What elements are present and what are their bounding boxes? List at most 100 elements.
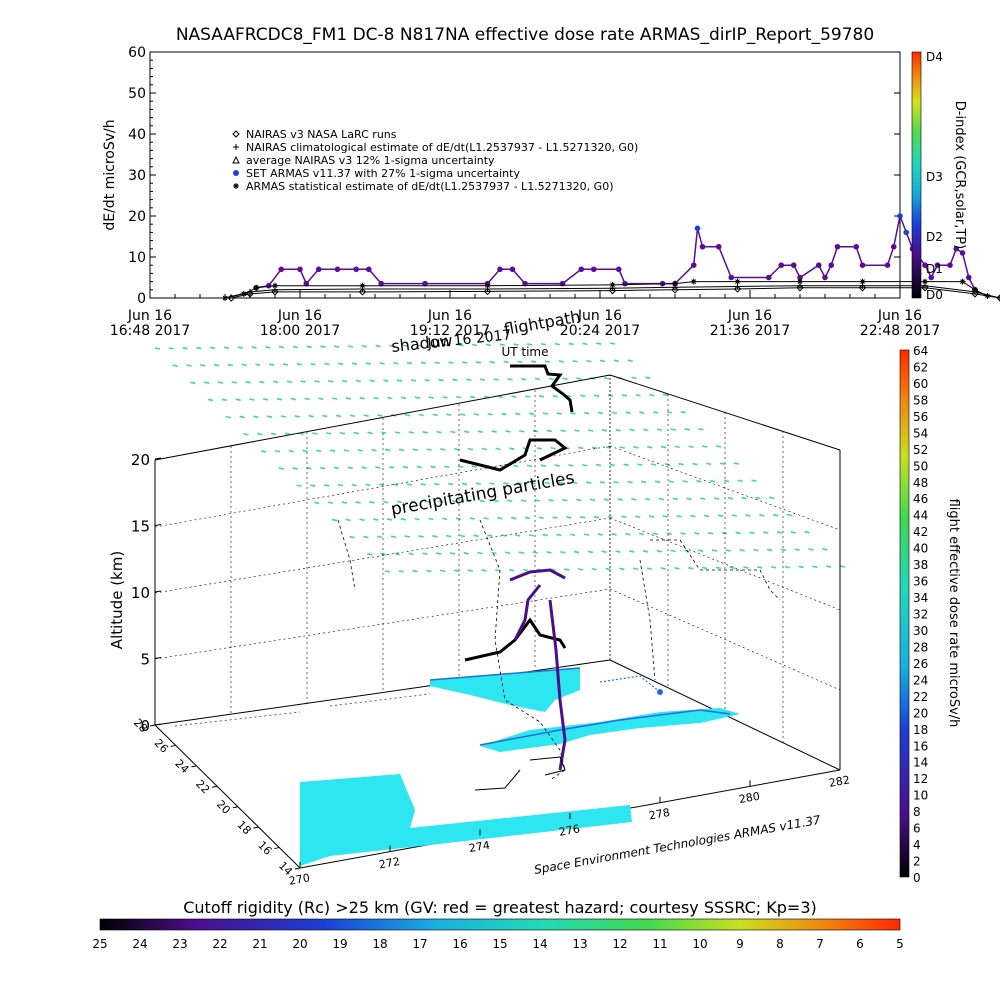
y-tick-label: 40 bbox=[128, 127, 146, 143]
lat-tick-label: 26 bbox=[152, 736, 171, 755]
colorbar-tick-label: 10 bbox=[913, 789, 928, 803]
particle-arrow bbox=[601, 429, 608, 432]
particle-arrow bbox=[587, 550, 594, 554]
particle-arrow bbox=[402, 465, 409, 469]
particle-arrow bbox=[576, 377, 582, 380]
particle-arrow bbox=[272, 380, 279, 384]
particle-arrow bbox=[380, 552, 387, 556]
particle-arrow bbox=[450, 430, 456, 434]
particle-arrow bbox=[554, 464, 560, 467]
particle-arrow bbox=[276, 397, 283, 401]
particle-arrow bbox=[501, 412, 507, 416]
particle-arrow bbox=[688, 445, 694, 449]
y-tick-label: 60 bbox=[128, 45, 146, 61]
particle-arrow bbox=[487, 412, 493, 416]
particle-arrow bbox=[605, 567, 611, 571]
particle-arrow bbox=[306, 345, 312, 349]
cutoff-rigidity-label: 7 bbox=[816, 937, 824, 951]
particle-arrow bbox=[556, 533, 562, 537]
data-point bbox=[334, 266, 341, 273]
data-point bbox=[694, 225, 701, 232]
particle-arrow bbox=[641, 480, 647, 484]
particle-arrow bbox=[347, 345, 354, 348]
particle-arrow bbox=[465, 499, 472, 503]
particle-arrow bbox=[654, 480, 661, 484]
particle-arrow bbox=[812, 565, 818, 569]
particle-arrow bbox=[355, 501, 361, 504]
particle-arrow bbox=[369, 379, 375, 383]
particle-arrow bbox=[536, 447, 543, 450]
lat-tick-mark bbox=[253, 826, 259, 829]
legend-marker-triangle bbox=[232, 155, 240, 164]
particle-arrow bbox=[467, 569, 473, 572]
particle-arrow bbox=[331, 518, 338, 522]
particle-arrow bbox=[548, 499, 554, 502]
particle-arrow bbox=[660, 445, 667, 449]
flightpath-track bbox=[459, 364, 574, 662]
particle-arrow bbox=[458, 343, 464, 347]
particle-arrow bbox=[394, 431, 401, 434]
particle-arrow bbox=[582, 342, 588, 346]
particle-arrow bbox=[326, 432, 332, 435]
particle-arrow bbox=[568, 464, 574, 467]
lon-tick-label: 274 bbox=[468, 839, 491, 855]
series-line bbox=[231, 287, 1000, 299]
particle-arrow bbox=[601, 550, 607, 554]
particle-arrow bbox=[235, 398, 241, 401]
y-tick-label: 30 bbox=[128, 168, 146, 184]
particle-arrow bbox=[493, 499, 499, 503]
data-point bbox=[796, 284, 804, 292]
particle-arrow bbox=[316, 449, 322, 453]
particle-arrow bbox=[410, 379, 417, 382]
particle-arrow bbox=[631, 376, 637, 380]
particle-arrow bbox=[507, 499, 513, 503]
particle-arrow bbox=[644, 497, 651, 501]
data-point bbox=[733, 285, 742, 293]
particle-arrow bbox=[422, 552, 428, 556]
particle-arrow bbox=[607, 394, 614, 397]
data-point bbox=[790, 262, 797, 269]
particle-arrow bbox=[698, 549, 704, 552]
particle-arrow bbox=[609, 342, 616, 345]
x-tick-label-day: Jun 16 bbox=[577, 308, 622, 324]
particle-arrow bbox=[658, 497, 665, 501]
particle-arrow bbox=[635, 393, 641, 397]
data-point bbox=[483, 287, 492, 296]
particle-arrow bbox=[263, 398, 269, 401]
particle-arrow bbox=[682, 480, 688, 483]
particle-arrow bbox=[518, 551, 525, 554]
particle-arrow bbox=[320, 345, 326, 348]
data-point bbox=[265, 282, 272, 289]
colorbar-tick-label: 56 bbox=[913, 410, 928, 424]
particle-arrow bbox=[345, 397, 352, 400]
particle-arrow bbox=[439, 569, 446, 573]
particle-arrow bbox=[743, 566, 749, 569]
particle-arrow bbox=[719, 462, 726, 466]
particle-arrow bbox=[540, 464, 546, 467]
data-point bbox=[953, 246, 960, 252]
particle-arrow bbox=[420, 483, 426, 486]
particle-arrow bbox=[538, 395, 545, 398]
data-point bbox=[422, 280, 428, 287]
particle-arrow bbox=[424, 500, 430, 503]
particle-arrow bbox=[505, 430, 511, 433]
particle-arrow bbox=[416, 344, 423, 347]
particle-arrow bbox=[631, 498, 637, 501]
data-point bbox=[959, 250, 966, 256]
particle-arrow bbox=[404, 413, 411, 417]
particle-arrow bbox=[284, 432, 290, 436]
particle-arrow bbox=[196, 346, 202, 350]
particle-arrow bbox=[532, 551, 538, 554]
particle-arrow bbox=[617, 498, 623, 501]
colorbar-tick-label: 32 bbox=[913, 608, 928, 622]
data-point bbox=[890, 243, 897, 250]
particle-arrow bbox=[461, 482, 468, 486]
colorbar-tick-label: 60 bbox=[913, 377, 928, 391]
cutoff-rigidity-label: 21 bbox=[252, 937, 267, 951]
particle-arrow bbox=[200, 364, 206, 367]
lat-tick-mark bbox=[191, 765, 197, 768]
particle-arrow bbox=[633, 446, 639, 449]
particle-arrow bbox=[556, 412, 562, 415]
colorbar-tick-label: 54 bbox=[913, 426, 928, 440]
particle-arrow bbox=[542, 412, 549, 415]
